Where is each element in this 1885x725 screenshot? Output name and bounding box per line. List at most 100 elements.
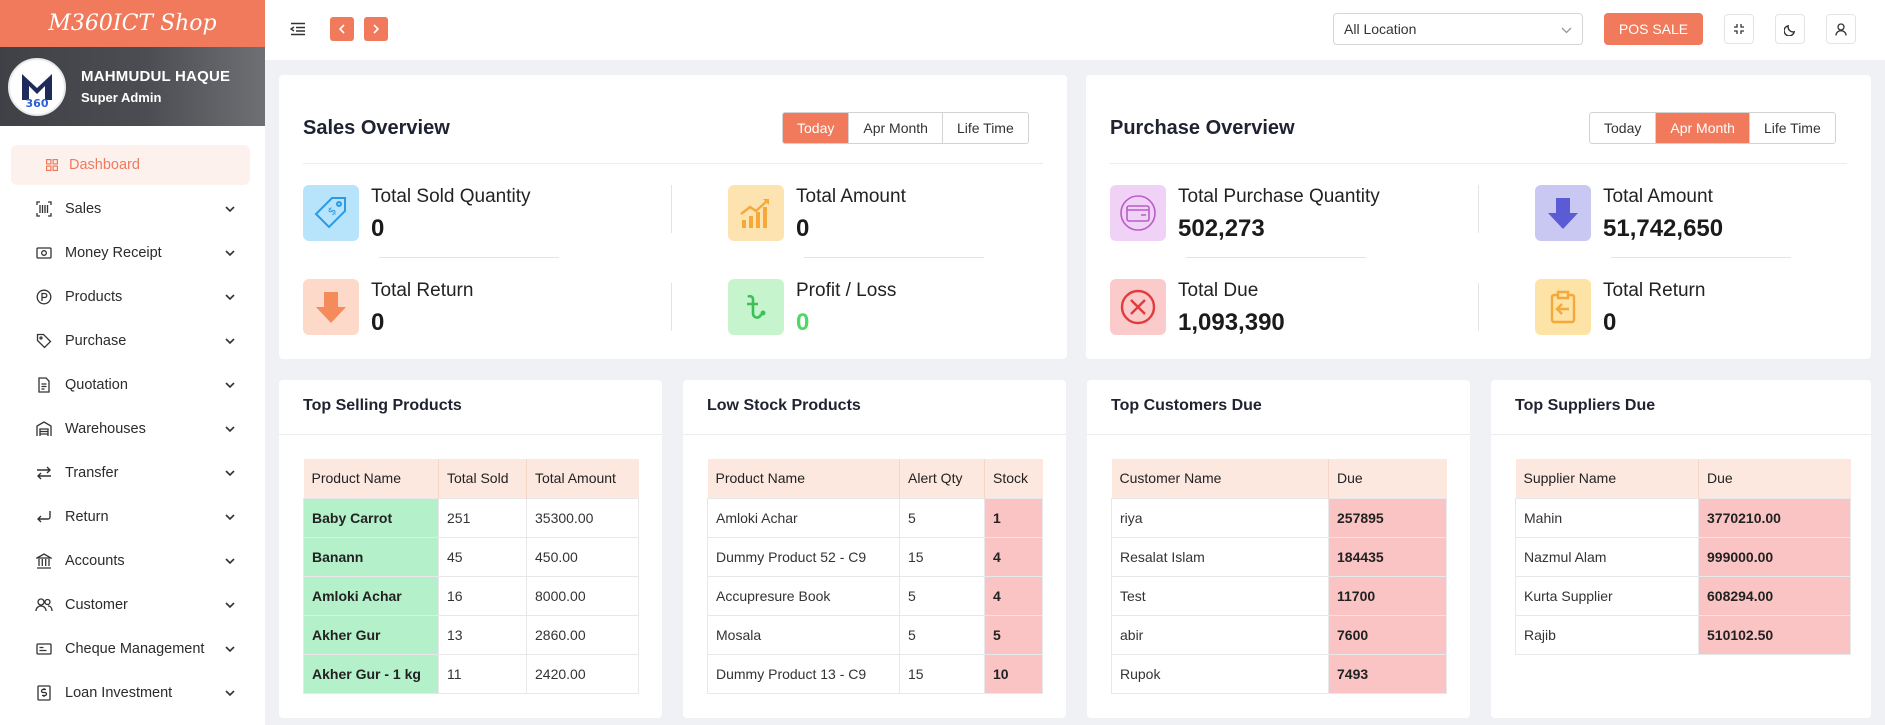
stat-value: 51,742,650 bbox=[1603, 215, 1724, 242]
forward-arrow-button[interactable] bbox=[364, 17, 388, 41]
total-sold-cell: 13 bbox=[438, 614, 527, 655]
column-header[interactable]: Total Amount bbox=[526, 459, 639, 498]
column-header[interactable]: Stock bbox=[984, 459, 1043, 498]
return-icon bbox=[35, 508, 53, 526]
sidebar-item-money-receipt[interactable]: Money Receipt bbox=[11, 233, 250, 273]
sidebar-item-quotation[interactable]: Quotation bbox=[11, 365, 250, 405]
sidebar-item-label: Products bbox=[65, 289, 123, 305]
back-arrow-button[interactable] bbox=[330, 17, 354, 41]
column-header[interactable]: Due bbox=[1328, 459, 1447, 498]
pos-sale-button[interactable]: POS SALE bbox=[1604, 13, 1703, 45]
divider bbox=[671, 185, 672, 233]
table-row: Baby Carrot 251 35300.00 bbox=[303, 497, 639, 538]
sidebar-menu: Dashboard Sales Money Receipt Products bbox=[0, 126, 265, 713]
tab-apr-month[interactable]: Apr Month bbox=[1656, 113, 1750, 143]
stock-cell: 5 bbox=[984, 614, 1043, 655]
brand-logo-text[interactable]: M360ICT Shop bbox=[0, 0, 265, 47]
moon-icon bbox=[1783, 24, 1795, 36]
avatar[interactable]: 360 bbox=[8, 57, 66, 116]
tab-today[interactable]: Today bbox=[1590, 113, 1657, 143]
column-header[interactable]: Supplier Name bbox=[1515, 459, 1699, 498]
stat-label: Total Return bbox=[1603, 280, 1706, 301]
alert-qty-cell: 5 bbox=[899, 575, 985, 616]
sidebar-item-transfer[interactable]: Transfer bbox=[11, 453, 250, 493]
user-menu-button[interactable] bbox=[1826, 14, 1856, 44]
card-title: Top Customers Due bbox=[1111, 397, 1262, 414]
divider bbox=[1087, 434, 1470, 435]
user-name: MAHMUDUL HAQUE bbox=[81, 68, 231, 85]
sidebar-item-products[interactable]: Products bbox=[11, 277, 250, 317]
divider bbox=[1186, 257, 1366, 258]
purchase-period-tabs: Today Apr Month Life Time bbox=[1589, 112, 1836, 144]
supplier-name-cell: Rajib bbox=[1515, 614, 1699, 655]
chevron-down-icon bbox=[224, 379, 236, 391]
stat-label: Total Amount bbox=[1603, 186, 1713, 207]
sidebar-item-cheque-management[interactable]: Cheque Management bbox=[11, 629, 250, 669]
product-name-cell: Akher Gur bbox=[303, 614, 439, 655]
sidebar-item-label: Warehouses bbox=[65, 421, 146, 437]
table-row: Resalat Islam 184435 bbox=[1111, 536, 1447, 577]
fullscreen-button[interactable] bbox=[1724, 14, 1754, 44]
bank-icon bbox=[35, 552, 53, 570]
due-cell: 999000.00 bbox=[1698, 536, 1851, 577]
sidebar-item-dashboard[interactable]: Dashboard bbox=[11, 145, 250, 185]
divider bbox=[1491, 434, 1871, 435]
supplier-name-cell: Mahin bbox=[1515, 497, 1699, 538]
column-header[interactable]: Alert Qty bbox=[899, 459, 985, 498]
tab-apr-month[interactable]: Apr Month bbox=[849, 113, 943, 143]
product-name-cell: Amloki Achar bbox=[303, 575, 439, 616]
stat-total-amount: Total Amount 0 bbox=[728, 185, 906, 243]
table-row: Amloki Achar 5 1 bbox=[707, 497, 1043, 538]
user-role: Super Admin bbox=[81, 90, 162, 105]
column-header[interactable]: Customer Name bbox=[1111, 459, 1329, 498]
alert-qty-cell: 15 bbox=[899, 536, 985, 577]
sidebar-item-sales[interactable]: Sales bbox=[11, 189, 250, 229]
sales-overview-card: Sales Overview Today Apr Month Life Time… bbox=[279, 75, 1067, 359]
tab-today[interactable]: Today bbox=[783, 113, 850, 143]
arrow-down-icon bbox=[303, 279, 359, 335]
divider bbox=[1110, 163, 1847, 164]
due-cell: 510102.50 bbox=[1698, 614, 1851, 655]
company-logo-icon: 360 bbox=[22, 73, 52, 110]
dark-mode-button[interactable] bbox=[1775, 14, 1805, 44]
column-header[interactable]: Product Name bbox=[707, 459, 900, 498]
stat-label: Total Amount bbox=[796, 186, 906, 207]
user-icon bbox=[1835, 22, 1847, 36]
total-sold-cell: 16 bbox=[438, 575, 527, 616]
alert-qty-cell: 15 bbox=[899, 653, 985, 694]
total-amount-cell: 2420.00 bbox=[526, 653, 639, 694]
stat-purchase-total-return: Total Return 0 bbox=[1535, 279, 1705, 337]
sidebar-item-purchase[interactable]: Purchase bbox=[11, 321, 250, 361]
sidebar-item-label: Quotation bbox=[65, 377, 128, 393]
column-header[interactable]: Total Sold bbox=[438, 459, 527, 498]
sidebar-item-customer[interactable]: Customer bbox=[11, 585, 250, 625]
column-header[interactable]: Product Name bbox=[303, 459, 439, 498]
due-cell: 257895 bbox=[1328, 497, 1447, 538]
table-row: riya 257895 bbox=[1111, 497, 1447, 538]
product-name-cell: Dummy Product 52 - C9 bbox=[707, 536, 900, 577]
chevron-down-icon bbox=[224, 555, 236, 567]
product-name-cell: Banann bbox=[303, 536, 439, 577]
chevron-down-icon bbox=[224, 203, 236, 215]
stat-value: 0 bbox=[796, 215, 810, 242]
low-stock-products-card: Low Stock Products Product Name Alert Qt… bbox=[683, 380, 1066, 718]
due-cell: 184435 bbox=[1328, 536, 1447, 577]
stat-value: 1,093,390 bbox=[1178, 309, 1285, 336]
product-name-cell: Akher Gur - 1 kg bbox=[303, 653, 439, 694]
divider bbox=[804, 257, 984, 258]
chevron-down-icon bbox=[224, 687, 236, 699]
sidebar-item-accounts[interactable]: Accounts bbox=[11, 541, 250, 581]
tab-life-time[interactable]: Life Time bbox=[1763, 120, 1821, 136]
top-customers-due-card: Top Customers Due Customer Name Due riya… bbox=[1087, 380, 1470, 718]
sidebar-item-return[interactable]: Return bbox=[11, 497, 250, 537]
column-header[interactable]: Due bbox=[1698, 459, 1851, 498]
product-name-cell: Dummy Product 13 - C9 bbox=[707, 653, 900, 694]
menu-toggle-icon[interactable] bbox=[289, 19, 307, 39]
due-cell: 3770210.00 bbox=[1698, 497, 1851, 538]
tab-life-time[interactable]: Life Time bbox=[956, 120, 1014, 136]
sidebar-item-warehouses[interactable]: Warehouses bbox=[11, 409, 250, 449]
sidebar-item-loan-investment[interactable]: Loan Investment bbox=[11, 673, 250, 713]
stat-label: Total Return bbox=[371, 280, 474, 301]
location-select[interactable]: All Location bbox=[1333, 13, 1583, 45]
chevron-down-icon bbox=[1561, 21, 1572, 37]
